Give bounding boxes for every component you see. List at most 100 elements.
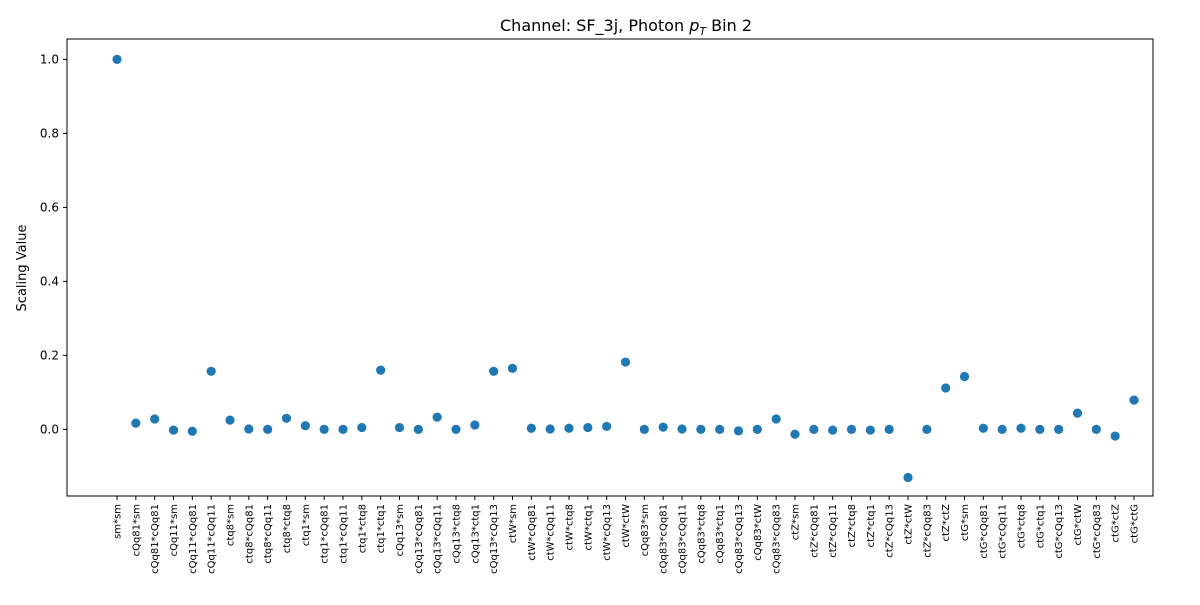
plot-frame <box>66 38 1154 497</box>
data-point <box>677 424 687 434</box>
x-tick-label: ctG*ctG <box>1130 504 1141 543</box>
plot-area: 0.0 0.2 0.4 0.6 0.8 1.0 sm*sm cQq81*sm cQq81*cQq… <box>40 38 1154 574</box>
data-point <box>1110 431 1120 441</box>
data-point <box>376 365 386 375</box>
data-point <box>281 413 292 423</box>
data-point <box>244 424 254 434</box>
data-point <box>432 412 442 422</box>
x-tick-label: cQq83*sm <box>640 504 651 556</box>
x-tick-label: ctZ*ctq1 <box>866 504 877 547</box>
x-tick-label: ctG*ctq1 <box>1035 504 1046 548</box>
data-point <box>639 424 649 434</box>
data-point <box>1072 408 1083 418</box>
data-point <box>112 54 122 64</box>
x-tick-label: ctZ*cQq81 <box>809 504 820 558</box>
x-tick-label: cQq13*cQq81 <box>414 504 425 574</box>
data-point <box>978 423 988 433</box>
data-point <box>696 424 706 434</box>
x-tick-label: ctZ*ctZ <box>941 504 952 542</box>
x-tick-label: ctZ*cQq83 <box>922 504 933 558</box>
data-point <box>922 424 932 434</box>
x-tick-label: ctZ*ctW <box>904 504 915 545</box>
data-point <box>884 424 894 434</box>
data-point <box>790 429 800 439</box>
x-tick-label: cQq83*ctq8 <box>696 504 707 564</box>
data-point <box>1091 424 1101 434</box>
y-tick-label: 0.6 <box>40 200 59 214</box>
y-tick-label: 0.0 <box>40 422 59 436</box>
chart-title-p: p <box>688 16 699 35</box>
data-point <box>507 363 518 373</box>
x-tick-label: cQq13*ctq1 <box>470 504 481 564</box>
x-tick-label: ctZ*sm <box>791 504 802 540</box>
data-point <box>771 414 781 424</box>
data-point <box>1054 424 1064 434</box>
x-tick-label: ctZ*ctq8 <box>847 504 858 547</box>
data-point <box>300 421 310 431</box>
y-tick-label: 0.8 <box>40 126 59 140</box>
x-tick-label: cQq81*cQq81 <box>150 504 161 574</box>
chart-title-prefix: Channel: SF_3j, Photon <box>500 16 689 36</box>
data-point <box>168 425 179 435</box>
data-point <box>150 414 160 424</box>
x-tick-label: sm*sm <box>113 504 124 539</box>
chart-title-sub: T <box>699 25 707 38</box>
data-point <box>489 366 499 376</box>
data-point <box>357 422 367 433</box>
data-point <box>658 422 668 432</box>
x-tick-label: ctq8*ctq8 <box>282 504 293 553</box>
x-tick-label: cQq13*ctq8 <box>452 504 463 564</box>
data-point <box>1035 424 1045 434</box>
x-tick-label: cQq13*sm <box>395 504 406 556</box>
x-tick-label: ctq1*sm <box>301 504 312 546</box>
data-point <box>715 424 725 434</box>
data-point <box>225 415 235 425</box>
x-tick-label: cQq13*cQq13 <box>489 504 500 574</box>
data-point <box>1016 423 1026 433</box>
x-tick-label: cQq83*ctq1 <box>715 504 726 564</box>
data-point <box>959 371 970 382</box>
data-point <box>865 425 875 435</box>
x-tick-label: ctW*ctW <box>621 504 632 548</box>
x-tick-label: cQq83*cQq11 <box>678 504 689 574</box>
y-tick-label: 1.0 <box>40 52 59 66</box>
chart-title-suffix: Bin 2 <box>706 16 752 35</box>
x-tick-label: ctG*ctq8 <box>1017 504 1028 548</box>
x-tick-label: ctq1*ctq1 <box>376 504 387 553</box>
data-point <box>809 424 819 434</box>
x-tick-label: cQq83*cQq83 <box>772 504 783 574</box>
data-point <box>941 383 951 393</box>
x-tick-label: ctZ*cQq11 <box>828 504 839 558</box>
data-point <box>451 424 461 434</box>
data-point <box>319 424 329 434</box>
data-point <box>846 424 857 434</box>
x-tick-label: ctG*ctW <box>1073 504 1084 546</box>
x-tick-label: cQq11*cQq11 <box>207 504 218 574</box>
y-tick-label: 0.4 <box>40 274 59 288</box>
x-tick-label: ctq1*ctq8 <box>357 504 368 553</box>
data-point <box>1129 395 1139 405</box>
data-point <box>545 424 555 434</box>
x-tick-label: ctq8*cQq81 <box>244 504 255 564</box>
x-tick-label: ctq1*cQq81 <box>320 504 331 564</box>
x-tick-label: ctW*ctq1 <box>583 504 594 550</box>
data-point <box>206 366 216 376</box>
x-tick-label: ctG*cQq11 <box>998 504 1009 559</box>
data-point <box>997 424 1007 434</box>
data-point <box>338 424 348 434</box>
data-point <box>263 424 273 434</box>
data-point <box>752 424 762 434</box>
x-tick-label: ctq8*cQq11 <box>263 504 274 564</box>
x-tick-label: ctW*cQq11 <box>546 504 557 561</box>
data-point <box>394 422 405 433</box>
x-tick-label: ctG*sm <box>960 504 971 541</box>
x-tick-label: ctW*cQq13 <box>602 504 613 561</box>
data-point <box>828 425 838 435</box>
data-point <box>564 423 574 433</box>
data-point <box>602 421 612 432</box>
data-point <box>131 418 141 428</box>
x-tick-label: ctW*cQq81 <box>527 504 538 561</box>
data-point <box>903 472 913 483</box>
